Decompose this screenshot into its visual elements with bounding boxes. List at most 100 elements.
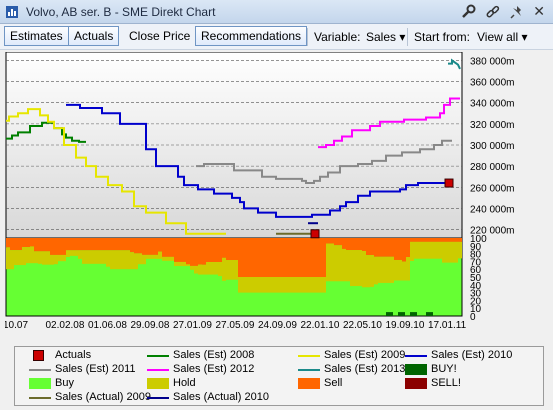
sell-band xyxy=(270,238,274,277)
legend-swatch xyxy=(147,369,169,371)
sell-band xyxy=(122,238,126,251)
x-tick-label: 02.02.08 xyxy=(46,320,85,331)
hold-band xyxy=(346,250,350,282)
hold-band xyxy=(102,250,106,264)
hold-band xyxy=(218,262,222,277)
link-icon[interactable] xyxy=(485,4,501,20)
hold-band xyxy=(154,254,158,259)
legend-label: Buy xyxy=(55,377,74,389)
strong-buy-band xyxy=(386,312,393,316)
estimates-button[interactable]: Estimates xyxy=(4,26,69,46)
dropdown-arrow-icon: ▾ xyxy=(521,30,528,44)
hold-band xyxy=(274,277,278,293)
sell-band xyxy=(14,238,18,251)
hold-band xyxy=(50,254,54,265)
strong-buy-band xyxy=(398,312,405,316)
legend-swatch xyxy=(147,355,169,357)
hold-band xyxy=(150,254,154,259)
y-tick-label: 280 000m xyxy=(470,162,514,173)
sell-band xyxy=(298,238,302,277)
hold-band xyxy=(90,250,94,264)
close-icon[interactable]: ✕ xyxy=(533,3,545,19)
variable-dropdown[interactable]: Sales ▾ xyxy=(366,30,405,44)
hold-band xyxy=(282,277,286,293)
hold-band xyxy=(406,256,410,281)
strong-buy-band xyxy=(410,312,417,316)
legend-label: Sell xyxy=(324,377,343,389)
legend-label: Sales (Est) 2008 xyxy=(173,349,255,361)
sell-band xyxy=(130,238,134,253)
legend-swatch xyxy=(298,355,320,357)
hold-band xyxy=(190,265,194,270)
sell-band xyxy=(162,238,166,257)
hold-band xyxy=(226,260,230,280)
x-tick-label: 29.09.08 xyxy=(131,320,170,331)
sell-band xyxy=(366,238,370,256)
hold-band xyxy=(10,250,14,270)
hold-band xyxy=(454,241,458,263)
legend-swatch xyxy=(405,378,427,389)
close-price-button[interactable]: Close Price xyxy=(129,29,191,43)
legend-swatch xyxy=(298,378,320,389)
sell-band xyxy=(22,238,26,248)
hold-band xyxy=(306,277,310,293)
hold-band xyxy=(322,277,326,293)
legend-label: Actuals xyxy=(55,349,92,361)
toolbar-separator xyxy=(307,28,308,46)
sell-band xyxy=(422,238,426,242)
sell-band xyxy=(410,238,414,242)
hold-band xyxy=(230,260,234,280)
series-line xyxy=(66,103,446,218)
sell-band xyxy=(198,238,202,265)
sell-band xyxy=(242,238,246,277)
dropdown-arrow-icon: ▾ xyxy=(399,30,406,44)
sell-band xyxy=(358,238,362,251)
sell-band xyxy=(74,238,78,251)
rec-tick-label: 90 xyxy=(470,242,482,253)
recommendations-button[interactable]: Recommendations xyxy=(195,26,308,46)
sell-band xyxy=(326,238,330,244)
sell-band xyxy=(158,238,162,252)
legend-swatch xyxy=(405,364,427,375)
y-tick-label: 300 000m xyxy=(470,141,514,152)
hold-band xyxy=(182,261,186,267)
hold-band xyxy=(398,259,402,281)
hold-band xyxy=(286,277,290,293)
hold-band xyxy=(258,277,262,293)
hold-band xyxy=(162,256,166,261)
sell-band xyxy=(458,238,462,242)
sell-band xyxy=(342,238,346,249)
start-from-dropdown[interactable]: View all ▾ xyxy=(477,30,528,44)
hold-band xyxy=(394,259,398,281)
legend-swatch xyxy=(147,397,169,399)
hold-band xyxy=(342,248,346,282)
hold-band xyxy=(202,264,206,275)
sell-band xyxy=(266,238,270,277)
hold-band xyxy=(310,277,314,293)
sell-band xyxy=(110,238,114,251)
rec-tick-label: 30 xyxy=(470,289,482,300)
sell-band xyxy=(78,238,82,251)
hold-band xyxy=(214,262,218,275)
hold-band xyxy=(70,250,74,256)
hold-band xyxy=(458,241,462,259)
hold-band xyxy=(234,260,238,280)
sell-band xyxy=(126,238,130,251)
rec-tick-label: 50 xyxy=(470,273,482,284)
wrench-icon[interactable] xyxy=(460,4,476,20)
hold-band xyxy=(262,277,266,293)
actuals-button[interactable]: Actuals xyxy=(68,26,120,46)
toolbar-separator xyxy=(407,28,408,46)
sell-band xyxy=(282,238,286,277)
rec-tick-label: 0 xyxy=(470,312,476,323)
hold-band xyxy=(30,246,34,264)
sell-band xyxy=(286,238,290,277)
actual-marker xyxy=(444,178,454,188)
y-tick-label: 380 000m xyxy=(470,56,514,67)
hold-band xyxy=(350,250,354,287)
legend-label: SELL! xyxy=(431,377,461,389)
hold-band xyxy=(422,241,426,259)
sell-band xyxy=(450,238,454,242)
sell-band xyxy=(118,238,122,251)
pin-icon[interactable] xyxy=(509,4,525,20)
